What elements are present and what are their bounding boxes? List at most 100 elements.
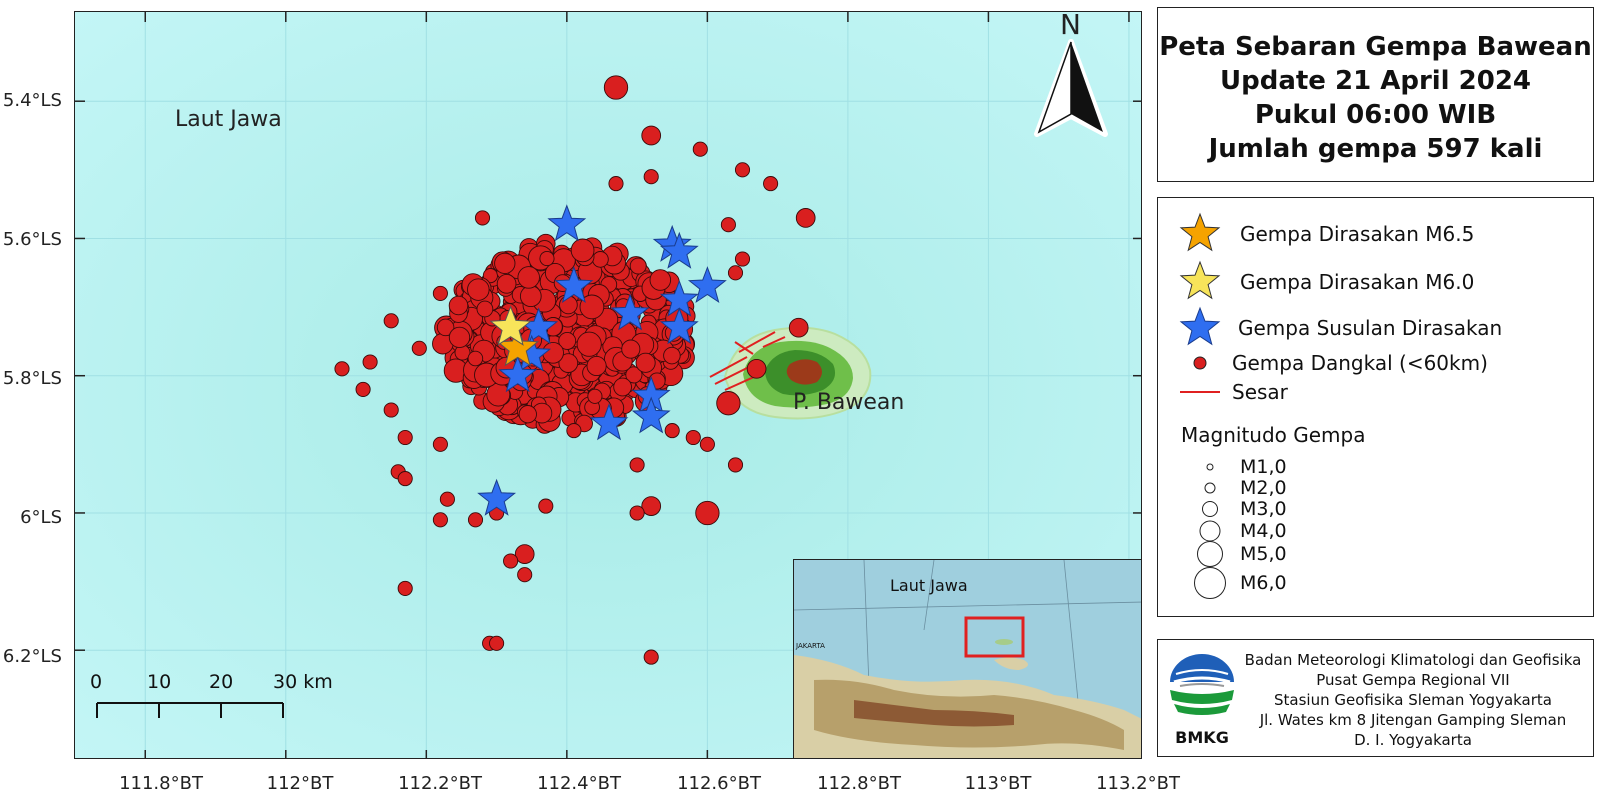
org-station: Stasiun Geofisika Sleman Yogyakarta [1274,691,1552,709]
yellow-star-icon [1172,260,1228,304]
shallow-quake-marker [397,429,413,446]
aftershock-star-marker [589,403,629,441]
shallow-quake-marker [641,125,662,146]
shallow-quake-marker [558,353,579,373]
x-tick-label: 113°BT [964,773,1032,794]
shallow-quake-marker [727,265,744,281]
shallow-quake-marker [746,358,767,379]
legend-label: Gempa Dangkal (<60km) [1232,351,1488,375]
shallow-quake-marker [629,257,647,275]
shallow-quake-marker [467,278,490,301]
shallow-quake-marker [692,141,708,157]
inset-coast-label: JAKARTA [796,642,825,650]
shallow-quake-marker [494,252,516,275]
fault-line-icon [1172,387,1228,397]
shallow-quake-marker [699,436,715,452]
x-tick-label: 112.6°BT [677,773,761,794]
map-update-time: Pukul 06:00 WIB [1254,100,1497,130]
shallow-quake-marker [439,491,455,507]
red-dot-icon [1172,353,1228,373]
shallow-quake-marker [432,436,448,452]
aftershock-star-marker [659,231,699,269]
shallow-quake-marker [685,429,701,446]
shallow-quake-marker [641,496,662,516]
aftershocks-layer [477,204,727,516]
shallow-quake-marker [467,350,484,367]
magnitude-label: M2,0 [1240,477,1287,499]
legend-box: Gempa Dirasakan M6.5 Gempa Dirasakan M6.… [1157,197,1594,617]
magnitude-item: M4,0 [1180,518,1287,544]
legend-label: Gempa Susulan Dirasakan [1238,316,1503,340]
shallow-quake-marker [621,339,641,359]
magnitude-item: M6,0 [1180,566,1287,600]
org-address: Jl. Wates km 8 Jitengan Gamping Sleman [1259,711,1567,729]
magnitude-label: M1,0 [1240,456,1287,478]
shallow-quake-marker [716,391,741,416]
inset-canvas [794,560,1141,758]
legend-item-shallow: Gempa Dangkal (<60km) [1172,351,1488,375]
title-box: Peta Sebaran Gempa Bawean Update 21 Apri… [1157,7,1594,182]
shallow-quake-marker [608,176,624,192]
shallow-quake-marker [625,366,643,384]
org-unit: Pusat Gempa Regional VII [1316,671,1510,689]
shallow-quake-marker [411,340,427,356]
shallow-quake-marker [519,285,542,308]
shallow-quake-marker [448,326,471,349]
org-region: D. I. Yogyakarta [1354,731,1472,749]
bawean-island [723,326,872,420]
organization-text: Badan Meteorologi Klimatologi dan Geofis… [1238,650,1588,750]
y-tick-label: 5.8°LS [2,368,62,389]
x-tick-label: 112°BT [266,773,334,794]
y-tick-label: 5.6°LS [2,229,62,250]
aftershock-star-marker [554,266,594,304]
blue-star-icon [1172,306,1228,350]
x-tick-label: 112.2°BT [398,773,482,794]
shallow-quake-marker [586,355,607,377]
shallow-quake-marker [362,354,378,370]
x-tick-label: 112.8°BT [817,773,901,794]
scale-label: 20 [209,671,234,693]
shallow-quake-marker [734,251,751,267]
x-tick-label: 112.4°BT [537,773,621,794]
map-frame: Laut Jawa P. Bawean N 0 10 20 30 km Laut… [74,11,1142,759]
shallow-quake-marker [432,512,448,528]
shallow-quake-marker [734,162,751,178]
north-label: N [1060,11,1081,41]
legend-item-aftershock: Gempa Susulan Dirasakan [1172,306,1502,350]
map-title: Peta Sebaran Gempa Bawean [1159,32,1592,62]
bmkg-logo: BMKG [1164,652,1240,748]
magnitude-item: M5,0 [1180,539,1287,569]
inset-sea-label: Laut Jawa [890,576,968,595]
shallow-quake-marker [664,423,680,439]
shallow-quake-marker [635,352,656,373]
shallow-quake-marker [788,317,809,338]
scale-label: 10 [147,671,172,693]
aftershock-star-marker [498,355,538,393]
magnitude-item: M1,0 [1180,456,1287,478]
scale-label: 0 [90,671,103,693]
shallow-quake-marker [467,512,484,528]
y-tick-label: 6°LS [20,507,62,528]
mainshocks-layer [489,305,539,367]
aftershock-star-marker [687,266,727,304]
mainshock-star-marker [489,305,532,346]
orange-star-icon [1172,212,1228,256]
x-tick-label: 113.2°BT [1096,773,1180,794]
shallow-quake-marker [489,635,505,651]
aftershock-star-marker [477,478,517,516]
aftershock-star-marker [631,396,671,434]
aftershock-star-marker [659,307,699,345]
inset-map: Laut Jawa JAKARTA [793,559,1141,758]
north-arrow [1034,39,1108,137]
shallow-quake-marker [663,346,681,365]
legend-item-m60: Gempa Dirasakan M6.0 [1172,260,1474,304]
y-tick-label: 6.2°LS [2,646,62,667]
aftershock-star-marker [547,204,587,242]
shallow-quake-marker [448,295,469,316]
sea-label: Laut Jawa [175,107,282,132]
org-name: Badan Meteorologi Klimatologi dan Geofis… [1244,651,1582,669]
shallow-quake-marker [566,423,582,439]
shallow-quake-marker [538,498,554,514]
bmkg-logo-text: BMKG [1175,728,1229,747]
legend-label: Gempa Dirasakan M6.0 [1240,270,1475,294]
